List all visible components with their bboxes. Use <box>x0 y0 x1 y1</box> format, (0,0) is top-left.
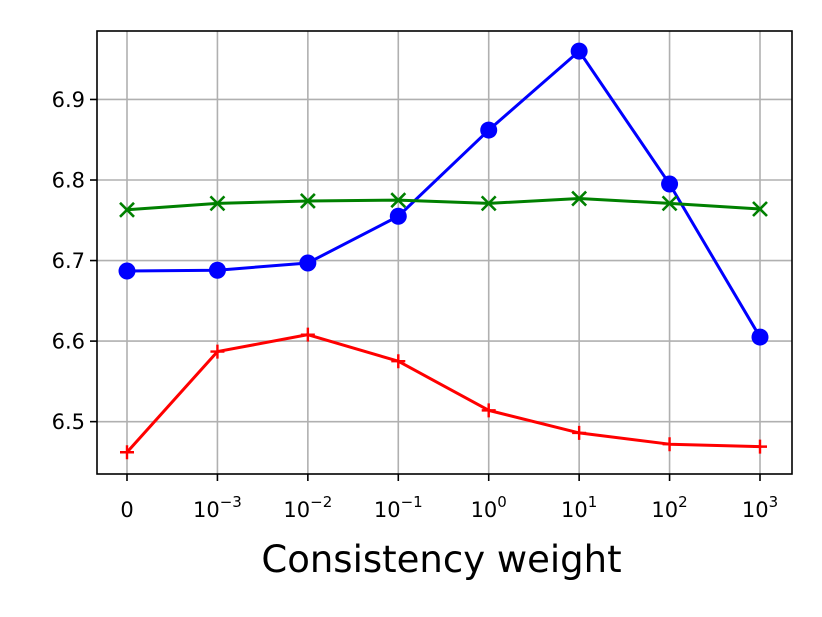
y-tick-label: 6.9 <box>52 88 85 112</box>
grid <box>97 31 792 474</box>
data-point <box>391 354 406 369</box>
data-point <box>119 201 135 218</box>
y-tick-label: 6.7 <box>52 249 85 273</box>
y-axis: 6.5 6.6 6.7 6.8 6.9 <box>52 88 97 434</box>
x-tick-label: 100 <box>471 493 507 522</box>
x-tick-label: 10−3 <box>193 493 242 522</box>
data-point <box>661 195 678 212</box>
x-tick-label: 10−1 <box>374 493 423 522</box>
data-point <box>210 344 225 359</box>
data-point <box>389 207 407 225</box>
data-point <box>300 327 315 342</box>
series-2 <box>119 190 768 218</box>
data-point <box>753 439 767 454</box>
x-axis: 0 10−3 10−2 10−1 100 101 102 103 <box>120 474 778 522</box>
series-3 <box>120 327 767 460</box>
plot-frame <box>96 30 793 475</box>
data-point <box>751 328 769 346</box>
data-point <box>480 121 498 139</box>
x-tick-label: 102 <box>651 493 687 522</box>
data-point <box>752 201 768 217</box>
data-point <box>118 262 136 280</box>
y-tick-label: 6.6 <box>52 330 85 354</box>
y-tick-label: 6.8 <box>52 169 85 193</box>
x-tick-label: 101 <box>561 493 597 522</box>
data-point <box>570 42 588 60</box>
data-point <box>662 437 677 452</box>
series-group <box>118 42 769 460</box>
data-point <box>480 195 497 212</box>
data-point <box>120 445 134 460</box>
data-point <box>209 195 226 212</box>
data-point <box>661 175 679 193</box>
x-tick-label: 0 <box>120 498 133 522</box>
data-point <box>481 403 496 418</box>
data-point <box>571 190 588 207</box>
series-line <box>126 197 761 212</box>
data-point <box>299 254 317 272</box>
data-point <box>208 261 226 279</box>
data-point <box>299 193 316 209</box>
x-tick-label: 103 <box>742 493 778 522</box>
data-point <box>572 425 587 440</box>
data-point <box>390 192 407 209</box>
series-line <box>126 49 762 338</box>
x-tick-label: 10−2 <box>283 493 332 522</box>
series-1 <box>118 42 769 346</box>
y-tick-label: 6.5 <box>52 410 85 434</box>
series-line <box>125 333 761 454</box>
x-axis-label: Consistency weight <box>261 538 621 581</box>
